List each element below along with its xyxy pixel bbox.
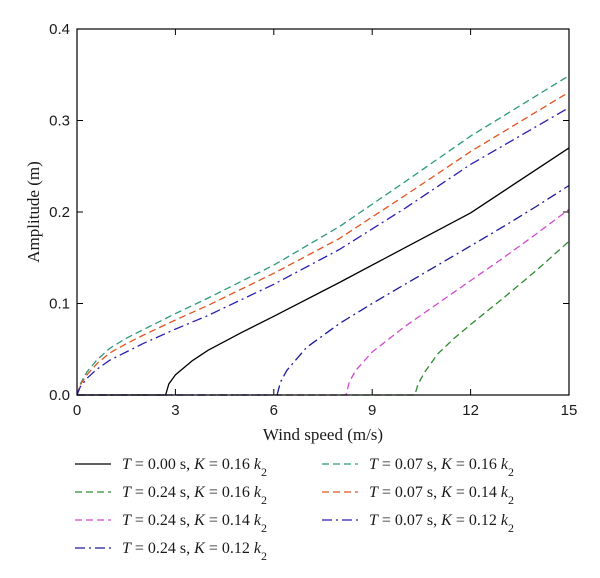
legend-item: T = 0.07 s, K = 0.12 k2 <box>322 512 514 535</box>
x-tick-label: 9 <box>368 402 376 419</box>
y-tick-label: 0.1 <box>49 296 70 313</box>
series-line-4 <box>77 184 570 396</box>
x-tick-label: 3 <box>171 402 179 419</box>
series-line-6 <box>76 91 570 396</box>
legend-item: T = 0.24 s, K = 0.12 k2 <box>75 540 267 563</box>
x-tick-label: 12 <box>462 402 479 419</box>
legend-label: T = 0.07 s, K = 0.14 k2 <box>369 484 514 507</box>
y-axis-label: Amplitude (m) <box>24 161 43 263</box>
legend-item: T = 0.24 s, K = 0.16 k2 <box>75 484 267 507</box>
legend-label: T = 0.24 s, K = 0.14 k2 <box>122 512 267 535</box>
x-tick-label: 0 <box>73 402 81 419</box>
legend-label: T = 0.00 s, K = 0.16 k2 <box>122 456 267 479</box>
x-tick-label: 6 <box>270 402 278 419</box>
series-line-2 <box>77 240 570 396</box>
y-tick-label: 0.3 <box>49 113 70 130</box>
legend-label: T = 0.07 s, K = 0.12 k2 <box>369 512 514 535</box>
y-tick-label: 0.0 <box>49 387 70 404</box>
legend-item: T = 0.00 s, K = 0.16 k2 <box>75 456 267 479</box>
legend-label: T = 0.24 s, K = 0.16 k2 <box>122 484 267 507</box>
legend: T = 0.00 s, K = 0.16 k2 T = 0.24 s, K = 0… <box>75 456 514 563</box>
series-line-5 <box>76 75 570 396</box>
axis-ticks: 0 3 6 9 12 15 0.0 0.1 0.2 0.3 0.4 <box>49 21 577 419</box>
y-tick-label: 0.4 <box>49 21 70 38</box>
legend-item: T = 0.24 s, K = 0.14 k2 <box>75 512 267 535</box>
y-tick-label: 0.2 <box>49 204 70 221</box>
series-line-1 <box>77 147 570 396</box>
legend-item: T = 0.07 s, K = 0.14 k2 <box>322 484 514 507</box>
series-line-7 <box>76 107 570 396</box>
series-line-3 <box>77 208 570 396</box>
x-axis-label: Wind speed (m/s) <box>263 425 383 444</box>
series-layer <box>76 75 570 396</box>
legend-label: T = 0.24 s, K = 0.12 k2 <box>122 540 267 563</box>
x-tick-label: 15 <box>561 402 578 419</box>
legend-item: T = 0.07 s, K = 0.16 k2 <box>322 456 514 479</box>
legend-label: T = 0.07 s, K = 0.16 k2 <box>369 456 514 479</box>
